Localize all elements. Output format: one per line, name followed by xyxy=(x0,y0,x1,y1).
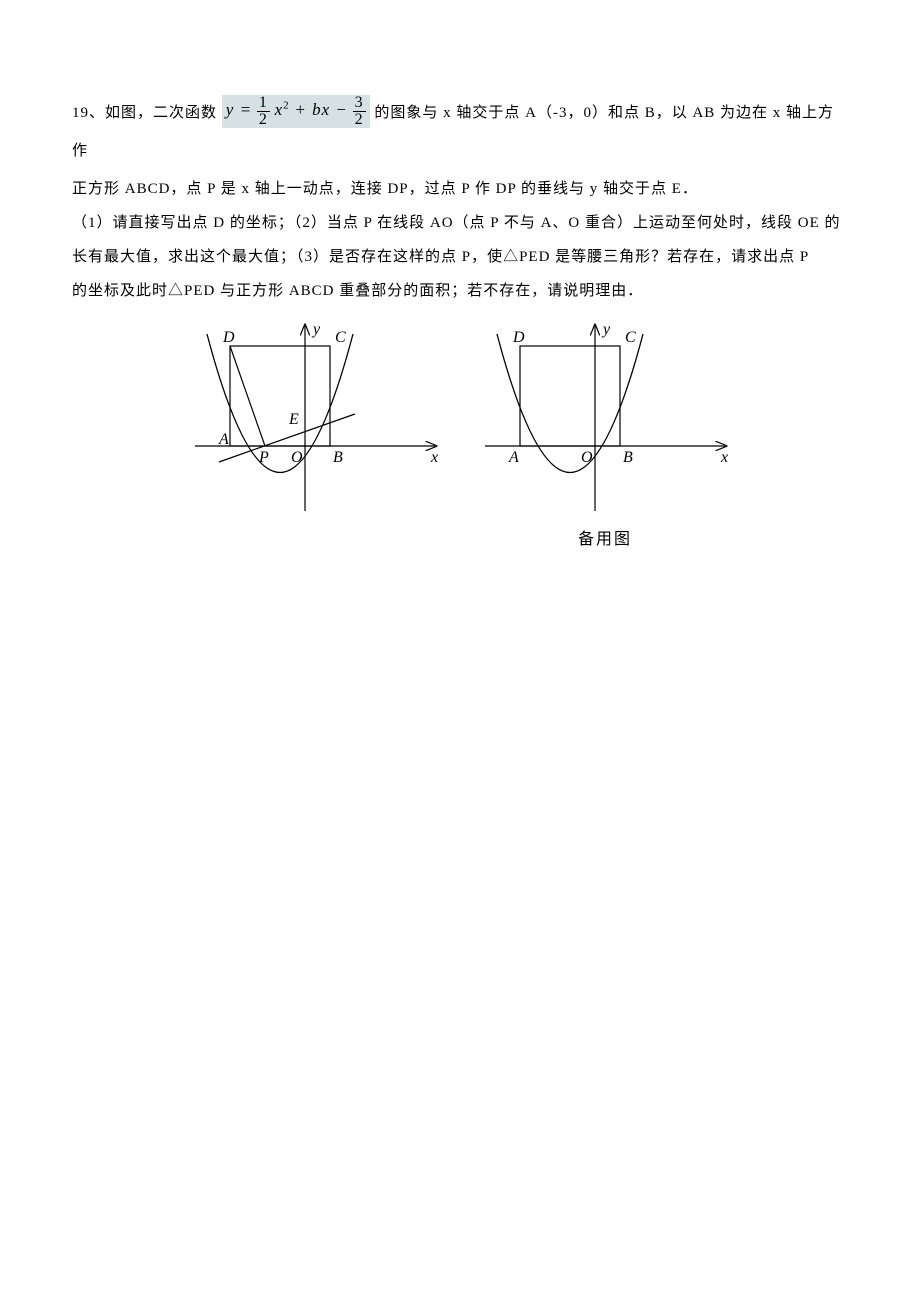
frac1-num: 1 xyxy=(257,95,270,112)
figure-right: y x D C A B O 备用图 xyxy=(475,316,735,560)
label-x: x xyxy=(720,449,728,466)
label-x: x xyxy=(430,449,438,466)
label-O: O xyxy=(291,449,303,466)
problem-body: 正方形 ABCD，点 P 是 x 轴上一动点，连接 DP，过点 P 作 DP 的… xyxy=(72,174,848,306)
label-y: y xyxy=(601,321,611,338)
label-P: P xyxy=(258,449,269,466)
formula-bx: + bx − xyxy=(294,100,348,119)
label-A: A xyxy=(218,431,229,448)
square-ABCD xyxy=(230,346,330,446)
fraction-three-half: 3 2 xyxy=(353,95,366,128)
formula-yeq: y = xyxy=(226,100,252,119)
line3: （1）请直接写出点 D 的坐标；（2）当点 P 在线段 AO（点 P 不与 A、… xyxy=(72,208,848,238)
label-C: C xyxy=(625,329,636,346)
problem-number: 19、 xyxy=(72,105,105,121)
label-B: B xyxy=(623,449,633,466)
parabola xyxy=(497,334,643,473)
frac2-num: 3 xyxy=(353,95,366,112)
figure-left: y x D C A B O P E xyxy=(185,316,445,560)
problem-first-line: 19、如图，二次函数 y = 1 2 x2 + bx − 3 2 的图象与 x … xyxy=(72,95,848,170)
intro-pre: 如图，二次函数 xyxy=(105,105,217,121)
frac2-den: 2 xyxy=(353,112,366,128)
formula: y = 1 2 x2 + bx − 3 2 xyxy=(222,95,370,128)
label-E: E xyxy=(288,411,299,428)
figure-left-svg: y x D C A B O P E xyxy=(185,316,445,516)
figures-container: y x D C A B O P E y x xyxy=(72,316,848,560)
label-D: D xyxy=(222,329,235,346)
line-DP xyxy=(230,346,265,446)
label-A: A xyxy=(508,449,519,466)
line4: 长有最大值，求出这个最大值；（3）是否存在这样的点 P，使△PED 是等腰三角形… xyxy=(72,242,848,272)
square-ABCD xyxy=(520,346,620,446)
label-C: C xyxy=(335,329,346,346)
parabola xyxy=(207,334,353,473)
figure-right-svg: y x D C A B O xyxy=(475,316,735,516)
label-y: y xyxy=(311,321,321,338)
label-O: O xyxy=(581,449,593,466)
formula-xsq: x2 xyxy=(275,100,290,119)
fraction-half: 1 2 xyxy=(257,95,270,128)
label-B: B xyxy=(333,449,343,466)
figure-caption: 备用图 xyxy=(578,520,632,560)
label-D: D xyxy=(512,329,525,346)
line2: 正方形 ABCD，点 P 是 x 轴上一动点，连接 DP，过点 P 作 DP 的… xyxy=(72,174,848,204)
line5: 的坐标及此时△PED 与正方形 ABCD 重叠部分的面积；若不存在，请说明理由． xyxy=(72,276,848,306)
frac1-den: 2 xyxy=(257,112,270,128)
